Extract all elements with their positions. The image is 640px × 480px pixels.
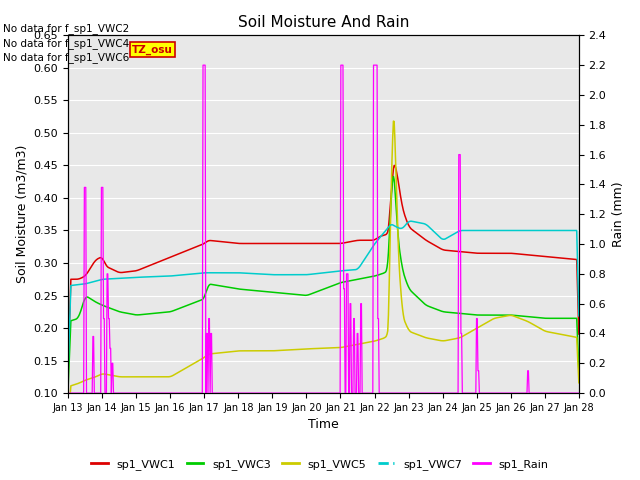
Legend: sp1_VWC1, sp1_VWC3, sp1_VWC5, sp1_VWC7, sp1_Rain: sp1_VWC1, sp1_VWC3, sp1_VWC5, sp1_VWC7, … — [87, 455, 553, 474]
Y-axis label: Rain (mm): Rain (mm) — [612, 181, 625, 247]
Text: TZ_osu: TZ_osu — [132, 44, 173, 55]
X-axis label: Time: Time — [308, 419, 339, 432]
Title: Soil Moisture And Rain: Soil Moisture And Rain — [237, 15, 409, 30]
Text: No data for f_sp1_VWC2: No data for f_sp1_VWC2 — [3, 23, 129, 34]
Y-axis label: Soil Moisture (m3/m3): Soil Moisture (m3/m3) — [15, 145, 28, 283]
Text: No data for f_sp1_VWC6: No data for f_sp1_VWC6 — [3, 52, 129, 63]
Text: No data for f_sp1_VWC4: No data for f_sp1_VWC4 — [3, 37, 129, 48]
